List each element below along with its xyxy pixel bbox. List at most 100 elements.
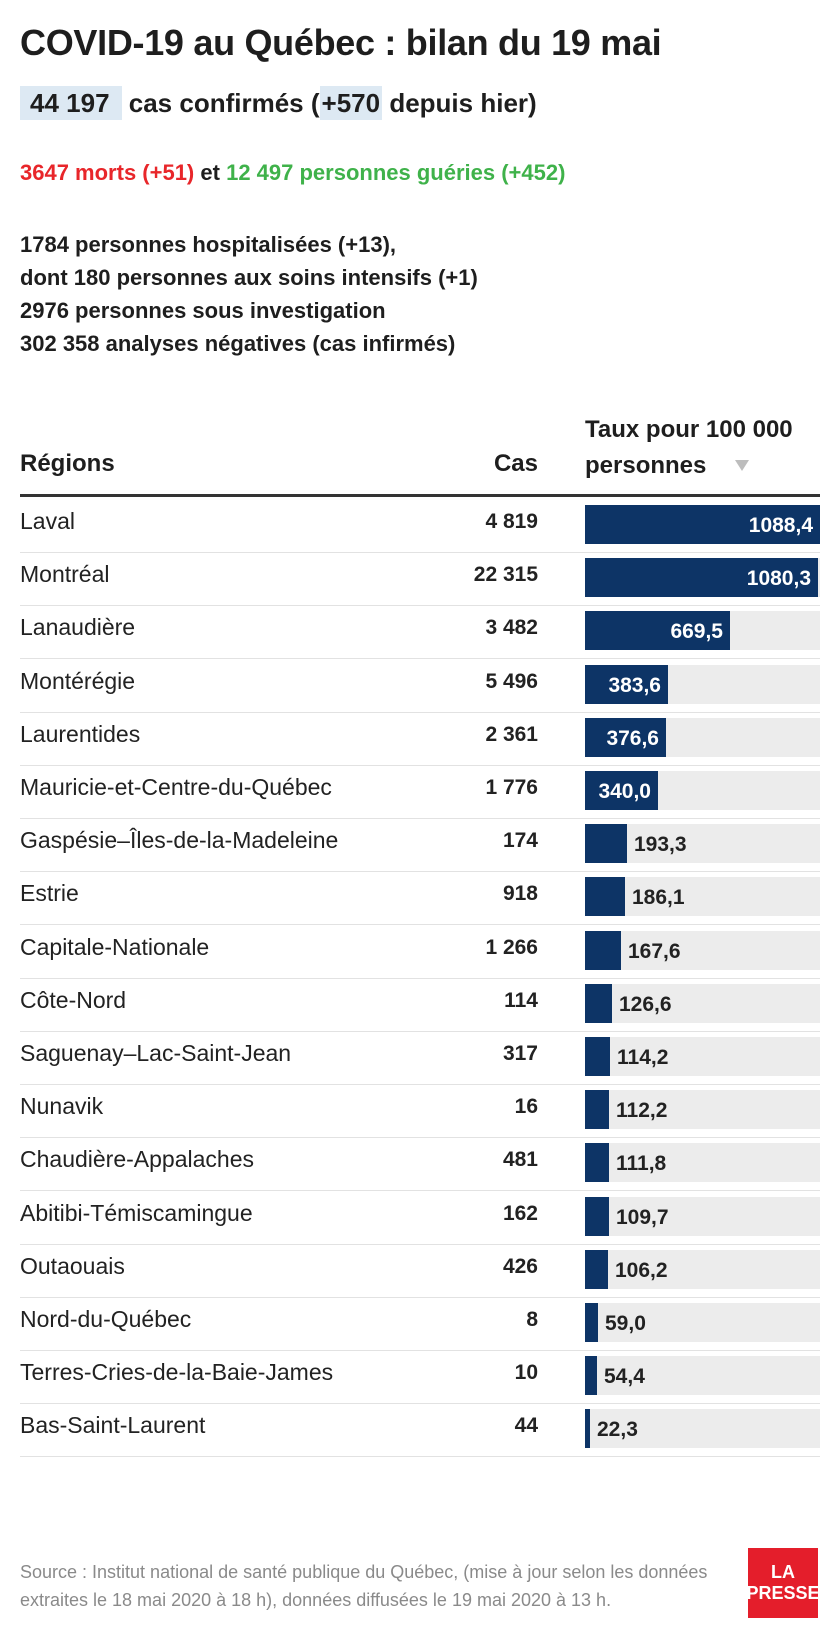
region-cases: 44 bbox=[514, 1414, 538, 1438]
column-header-rate[interactable]: Taux pour 100 000 personnes bbox=[585, 412, 793, 484]
rate-value-label: 59,0 bbox=[605, 1312, 646, 1335]
table-row: Estrie 918 186,1 bbox=[0, 869, 840, 926]
row-divider bbox=[20, 605, 820, 607]
region-cases: 4 819 bbox=[485, 510, 538, 533]
region-name: Saguenay–Lac-Saint-Jean bbox=[20, 1040, 292, 1066]
rate-bar bbox=[585, 611, 730, 651]
region-cases: 10 bbox=[514, 1361, 538, 1385]
region-name: Gaspésie–Îles-de-la-Madeleine bbox=[20, 827, 339, 854]
rate-bar bbox=[585, 877, 625, 917]
region-cases: 114 bbox=[504, 988, 538, 1012]
rate-value-label: 126,6 bbox=[619, 992, 672, 1016]
table-row: Nunavik 16 112,2 bbox=[0, 1082, 840, 1139]
rate-value-label: 1088,4 bbox=[748, 514, 813, 537]
region-name: Capitale-Nationale bbox=[20, 933, 210, 960]
region-cases: 16 bbox=[514, 1095, 538, 1119]
rate-bar bbox=[585, 983, 612, 1023]
rate-value-label: 167,6 bbox=[628, 939, 681, 963]
row-divider bbox=[20, 552, 820, 553]
region-name: Estrie bbox=[20, 880, 79, 907]
rate-bar bbox=[585, 664, 668, 704]
source-line-2: extraites le 18 mai 2020 à 18 h), donnée… bbox=[20, 1590, 612, 1610]
rate-value-label: 111,8 bbox=[616, 1152, 667, 1176]
region-cases: 2 361 bbox=[485, 722, 538, 746]
rate-bar bbox=[585, 558, 818, 598]
rate-bar-track: 186,1 bbox=[585, 877, 820, 917]
region-cases: 3 482 bbox=[485, 616, 538, 640]
rate-value-label: 112,2 bbox=[616, 1099, 668, 1123]
rate-bar-track: 1080,3 bbox=[585, 558, 820, 598]
row-divider bbox=[20, 658, 820, 660]
rate-bar bbox=[585, 930, 621, 970]
sort-down-icon[interactable] bbox=[735, 460, 749, 471]
stat-hospitalized: 1784 personnes hospitalisées (+13), bbox=[20, 232, 397, 257]
stats-block: 1784 personnes hospitalisées (+13), dont… bbox=[20, 228, 478, 360]
la-presse-logo: LA PRESSE bbox=[746, 1548, 820, 1618]
region-name: Terres-Cries-de-la-Baie-James bbox=[20, 1359, 334, 1386]
rate-bar bbox=[585, 1037, 610, 1076]
rate-bar bbox=[585, 824, 627, 864]
deaths-count: 3647 morts (+51) bbox=[20, 160, 195, 185]
region-name: Outaouais bbox=[20, 1252, 125, 1279]
row-divider bbox=[20, 1084, 820, 1085]
region-cases: 317 bbox=[502, 1042, 538, 1065]
region-cases: 1 776 bbox=[485, 776, 538, 799]
table-row: Laval 4 819 1088,4 bbox=[0, 497, 840, 553]
source-line-1: Source : Institut national de santé publ… bbox=[20, 1562, 708, 1582]
rate-value-label: 383,6 bbox=[608, 673, 661, 697]
row-divider bbox=[20, 711, 820, 713]
logo-line-1: LA bbox=[771, 1562, 795, 1582]
row-divider bbox=[20, 1403, 820, 1405]
row-divider bbox=[20, 1030, 820, 1032]
column-header-regions: Régions bbox=[20, 450, 115, 477]
header-divider bbox=[20, 494, 820, 497]
rate-bar bbox=[585, 505, 820, 544]
page-title: COVID-19 au Québec : bilan du 19 mai bbox=[20, 22, 662, 63]
rate-bar bbox=[585, 1409, 590, 1449]
column-header-rate-line2: personnes bbox=[585, 452, 707, 479]
table-row: Lanaudière 3 482 669,5 bbox=[0, 603, 840, 660]
table-row: Saguenay–Lac-Saint-Jean 317 114,2 bbox=[0, 1029, 840, 1085]
region-name: Montérégie bbox=[20, 667, 136, 694]
table-row: Montréal 22 315 1080,3 bbox=[0, 550, 840, 607]
connector-text: et bbox=[200, 160, 220, 185]
row-divider bbox=[20, 1350, 820, 1351]
region-name: Montréal bbox=[20, 561, 110, 588]
rate-value-label: 114,2 bbox=[617, 1046, 669, 1069]
region-cases: 174 bbox=[502, 829, 538, 853]
table-row: Mauricie-et-Centre-du-Québec 1 776 340,0 bbox=[0, 763, 840, 819]
logo-line-2: PRESSE bbox=[746, 1583, 820, 1603]
confirmed-count: 44 197 bbox=[20, 86, 122, 120]
region-name: Lanaudière bbox=[20, 614, 136, 641]
rate-bar bbox=[585, 1090, 609, 1130]
rate-value-label: 1080,3 bbox=[746, 567, 811, 591]
row-divider bbox=[20, 1296, 820, 1298]
row-divider bbox=[20, 977, 820, 979]
column-header-cases: Cas bbox=[493, 450, 538, 477]
table-row: Gaspésie–Îles-de-la-Madeleine 174 193,3 bbox=[0, 816, 840, 873]
row-divider bbox=[20, 871, 820, 873]
rate-bar-track: 111,8 bbox=[585, 1143, 820, 1183]
region-cases: 426 bbox=[502, 1254, 538, 1278]
rate-bar bbox=[585, 1356, 597, 1396]
region-name: Mauricie-et-Centre-du-Québec bbox=[20, 774, 332, 800]
rate-bar-track: 669,5 bbox=[585, 611, 820, 651]
region-cases: 481 bbox=[502, 1148, 538, 1172]
region-name: Laurentides bbox=[20, 720, 141, 747]
table-row: Abitibi-Témiscamingue 162 109,7 bbox=[0, 1189, 840, 1245]
recovered-count: 12 497 personnes guéries (+452) bbox=[226, 160, 566, 185]
rate-bar-track: 383,6 bbox=[585, 664, 820, 704]
rate-value-label: 22,3 bbox=[597, 1418, 638, 1442]
table-row: Nord-du-Québec 8 59,0 bbox=[0, 1295, 840, 1351]
row-divider bbox=[20, 1243, 820, 1245]
row-divider bbox=[20, 924, 820, 926]
row-divider bbox=[20, 764, 820, 766]
rate-value-label: 669,5 bbox=[670, 620, 723, 644]
rate-value-label: 186,1 bbox=[632, 886, 685, 910]
rate-bar-track: 59,0 bbox=[585, 1303, 820, 1342]
region-name: Nunavik bbox=[20, 1093, 104, 1120]
region-name: Nord-du-Québec bbox=[20, 1306, 192, 1332]
region-cases: 5 496 bbox=[485, 669, 538, 693]
row-divider bbox=[20, 1456, 820, 1458]
confirmed-delta: +570 bbox=[319, 86, 383, 120]
